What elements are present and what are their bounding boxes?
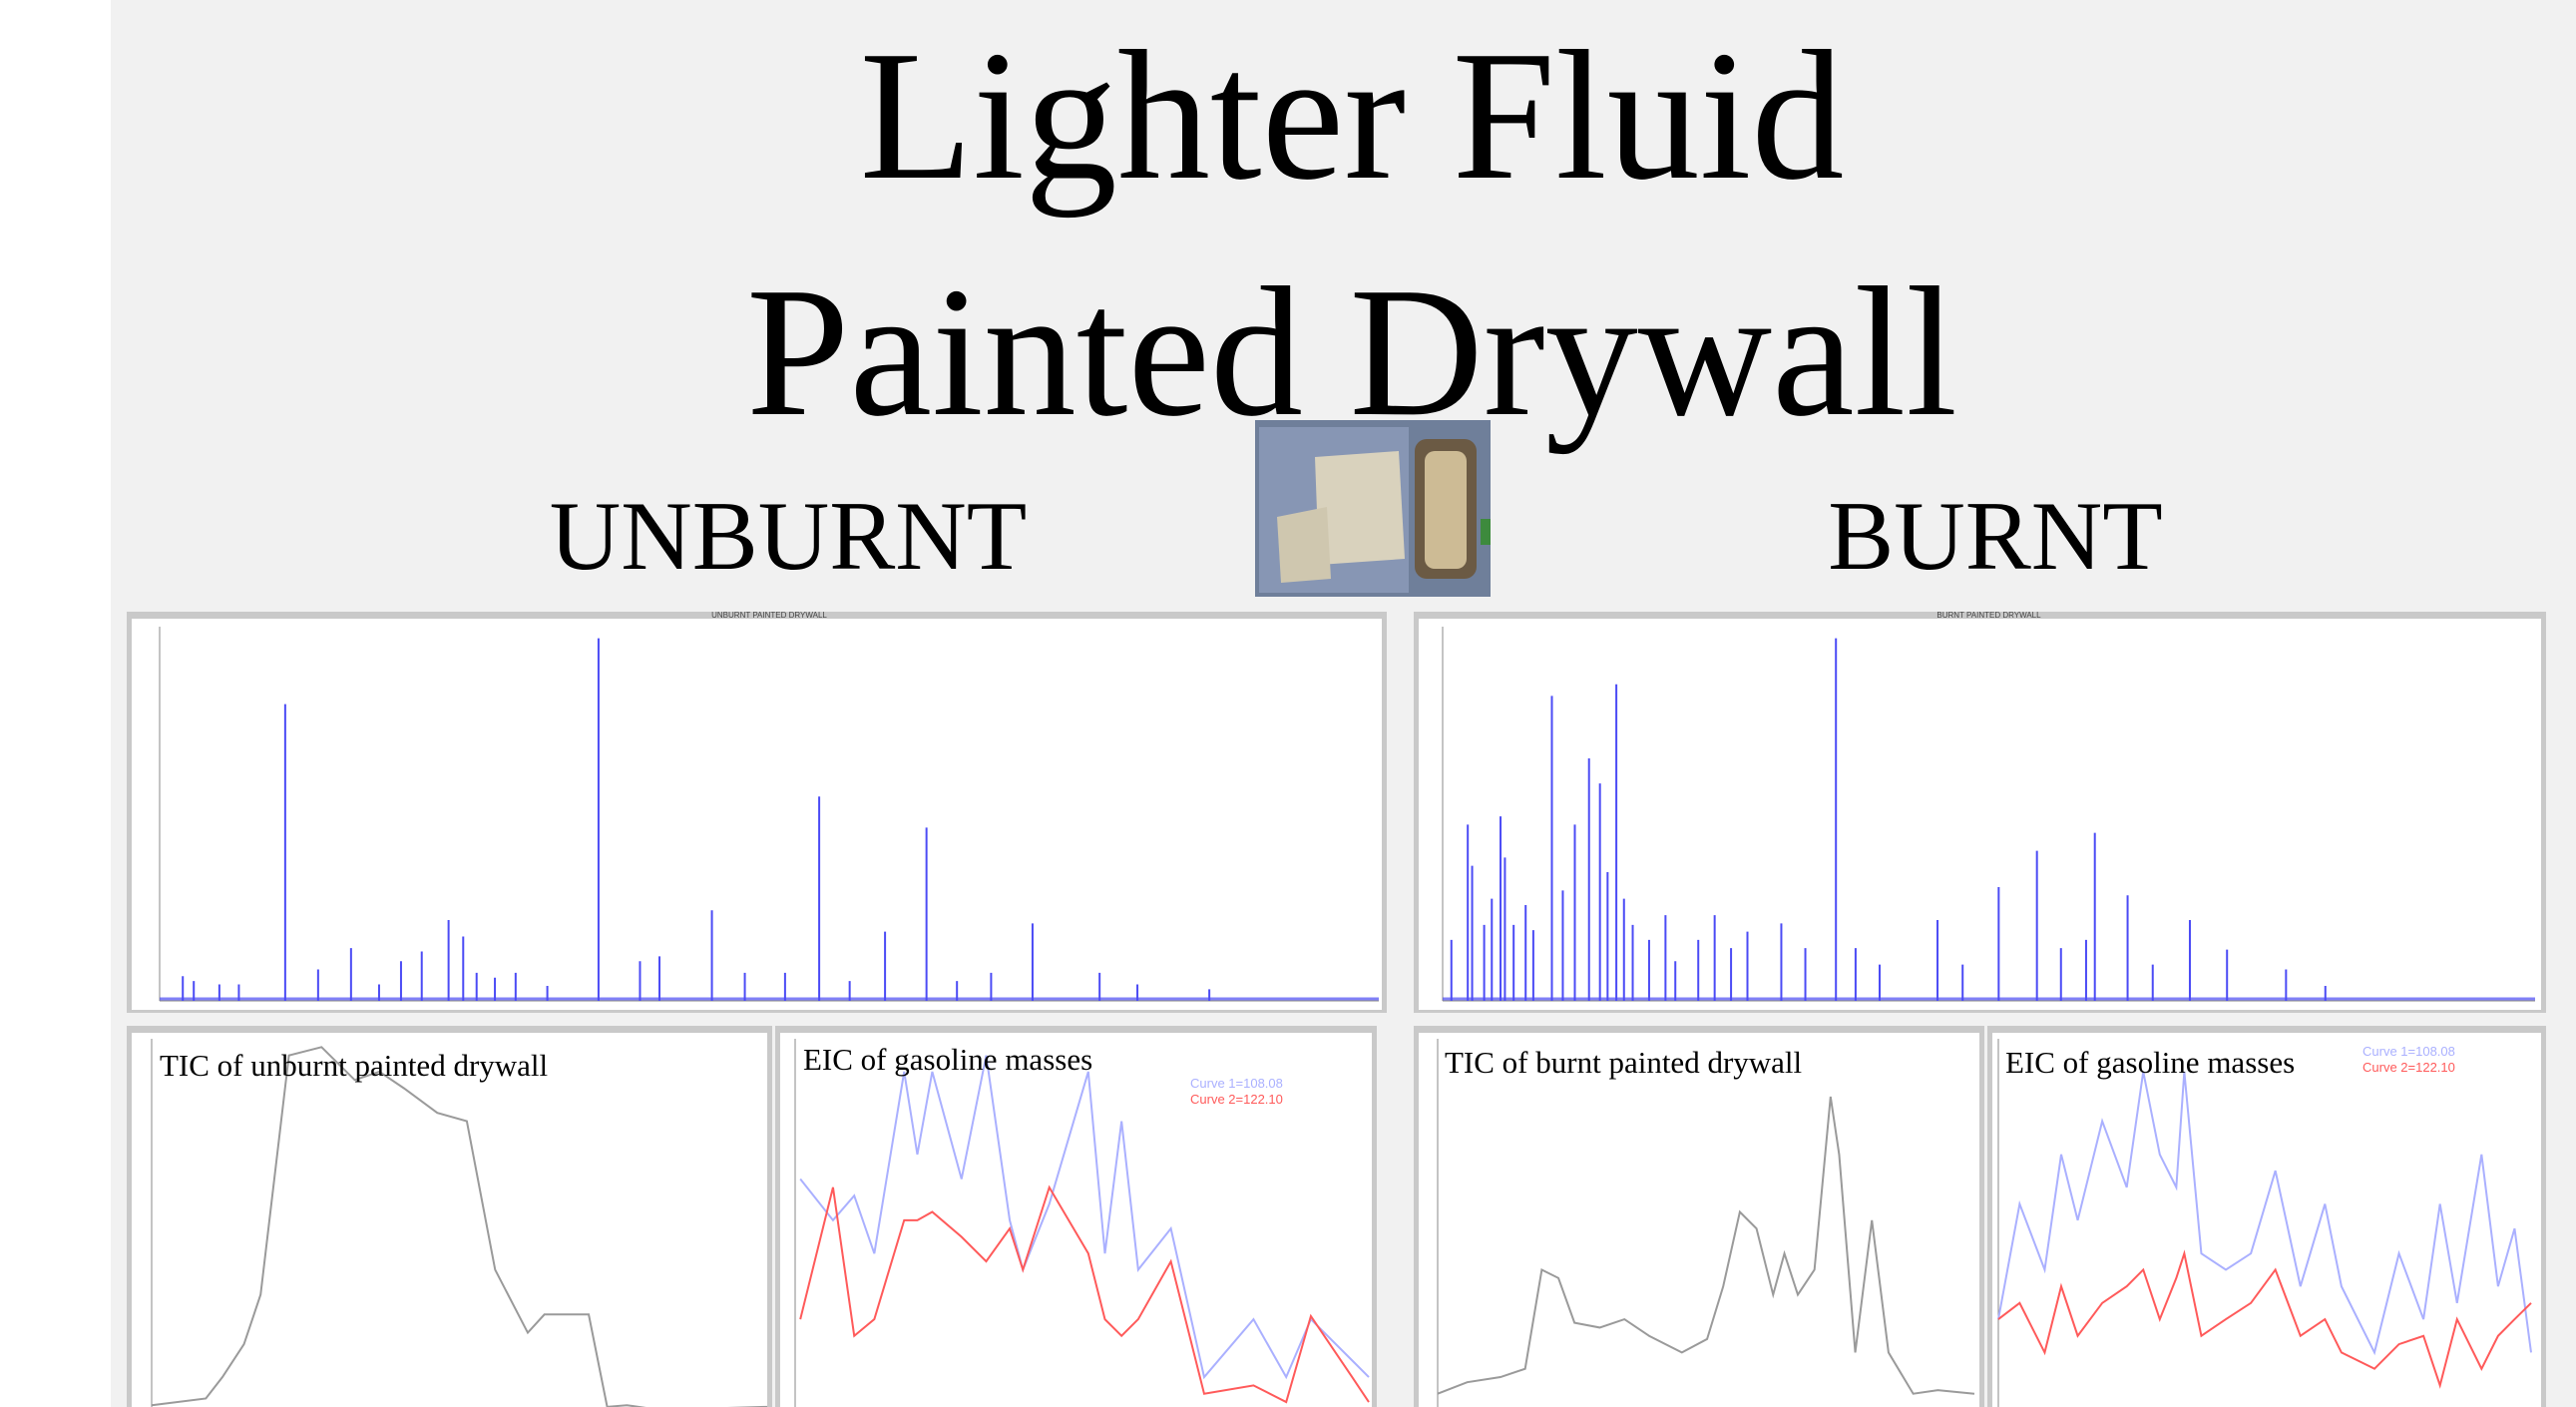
chart-title: UNBURNT PAINTED DRYWALL: [711, 611, 827, 620]
plot-area: [1992, 1033, 2541, 1407]
charts: UNBURNT PAINTED DRYWALL BURNT PAINTED DRY…: [127, 611, 2546, 1407]
chart-title: TIC of burnt painted drywall: [1445, 1045, 1802, 1080]
legend-entry: Curve 1=108.08: [1190, 1076, 1283, 1091]
chart: BURNT PAINTED DRYWALL: [1414, 611, 2546, 1013]
chart-title: EIC of gasoline masses: [2005, 1045, 2295, 1080]
page: Lighter Fluid Painted Drywall UNBURNT BU…: [0, 0, 2576, 1407]
title-line: Lighter Fluid: [860, 13, 1845, 219]
chart-title: EIC of gasoline masses: [803, 1042, 1092, 1077]
chart: TIC of burnt painted drywall: [1414, 1026, 1984, 1407]
plot-area: [780, 1033, 1372, 1407]
chart-title: BURNT PAINTED DRYWALL: [1936, 611, 2041, 620]
plot-area: [1419, 1033, 1979, 1407]
section-label: UNBURNT: [550, 482, 1028, 591]
sample-photo: [1255, 420, 1491, 597]
legend-entry: Curve 1=108.08: [2362, 1044, 2455, 1059]
legend-entry: Curve 2=122.10: [1190, 1092, 1283, 1107]
slide: Lighter Fluid Painted Drywall UNBURNT BU…: [0, 0, 2576, 1407]
legend-entry: Curve 2=122.10: [2362, 1060, 2455, 1075]
chart: UNBURNT PAINTED DRYWALL: [127, 611, 1387, 1013]
plot-area: [1419, 619, 2541, 1010]
plot-area: [132, 619, 1382, 1010]
plot-area: [132, 1033, 767, 1407]
chart-title: TIC of unburnt painted drywall: [160, 1048, 548, 1083]
chart: TIC of unburnt painted drywall: [127, 1026, 772, 1407]
section-label: BURNT: [1828, 482, 2163, 591]
